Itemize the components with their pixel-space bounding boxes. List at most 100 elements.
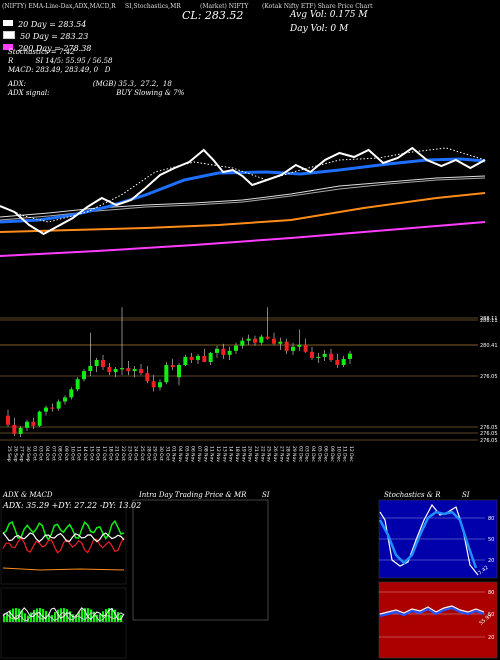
ma100-line [0,192,486,233]
macd-histogram-bar [57,609,60,622]
macd-histogram-bar [105,609,108,622]
candle-body [126,368,131,372]
price-level-label: 276.05 [480,438,498,444]
date-label: 30 Oct [158,446,164,461]
legend-macd: MACD: 283.49, 283.49, 0 D [8,66,111,74]
date-label: 25 Nov [266,446,272,462]
stoch-panel [378,499,498,579]
date-label: 12 Dec [348,446,354,462]
rsi-value-label: 55.95 [478,613,493,627]
date-label: 05 Dec [316,446,322,462]
date-label: 19 Nov [240,446,246,462]
legend-swatch-ma20 [3,19,13,26]
date-label: 21 Oct [114,446,120,461]
candle-body [88,366,93,372]
legend-ma20: 20 Day = 283.54 [3,12,86,31]
day-volume-label: Day Vol: 0 M [290,24,349,34]
macd-histogram-bar [54,612,57,622]
candle-body [63,397,67,402]
date-label: 20 Nov [247,446,253,462]
macd-histogram-bar [99,614,102,622]
candle-body [6,415,10,425]
candle-body [113,369,118,373]
date-label: 04 Oct [44,446,50,461]
ema-dotted-line [0,147,486,223]
macd-histogram-bar [75,614,78,622]
macd-histogram-bar [66,609,69,622]
date-label: 11 Oct [76,446,82,461]
candle-body [341,358,346,366]
ma50-line [0,175,486,218]
candle-body [278,341,283,344]
date-label: 02 Dec [297,446,303,462]
header-stoch: SI,Stochastics,MR [125,3,181,10]
macd-histogram-bar [72,614,75,622]
rsi-level-label: 20 [488,635,494,641]
stoch-panel-title: Stochastics & R [384,491,441,499]
date-label: 21 Nov [253,446,259,462]
candle-body [208,352,213,362]
macd-histogram-bar [84,608,87,622]
candle-body [322,353,327,357]
candle-body [291,346,295,351]
price-level-label: 280.41 [480,343,498,349]
macd-histogram-bar [15,608,18,622]
macd-histogram-bar [60,608,63,622]
candle-body [215,348,219,353]
candle-body [107,367,112,373]
candle-body [183,356,188,366]
header-kotak: (Kotak Nifty ETF) Share Price Chart [262,3,373,10]
date-label: 29 Nov [291,446,297,462]
legend-adx: ADX: (MGB) 35.3, 27.2, 18 [8,80,172,88]
date-label: 08 Nov [202,446,208,462]
stoch-level-label: 80 [488,516,494,522]
macd-histogram-bar [63,608,66,622]
date-label: 13 Nov [221,446,227,462]
plus-di-line [2,519,125,542]
avg-volume-label: Avg Vol: 0.175 M [290,10,368,20]
date-label: 23 Oct [126,446,132,461]
candle-body [265,336,270,339]
ma200-line [0,221,486,257]
date-label: 04 Dec [310,446,316,462]
adx-panel [0,498,127,585]
rsi-line [379,605,485,615]
candle-body [158,382,162,388]
date-label: 07 Nov [196,446,202,462]
legend-ma200-text: 200 Day = 278.38 [18,44,92,53]
macd-histogram-bar [78,611,81,622]
intraday-panel-si: SI [262,491,270,499]
macd-histogram-bar [6,612,9,622]
macd-histogram-bar [108,608,111,622]
candle-body [18,427,23,434]
date-label: 01 Nov [171,446,177,462]
price-level-label: 276.05 [480,374,498,380]
date-label: 05 Nov [183,446,189,462]
date-label: 06 Dec [323,446,329,462]
date-label: 31 Oct [164,446,170,461]
close-price-label: CL: 283.52 [182,9,244,22]
candle-body [316,356,321,359]
macd-histogram-bar [9,610,12,622]
macd-histogram-bar [36,608,39,622]
date-label: 09 Oct [63,446,69,461]
minus-di-line [2,537,125,554]
header-ticker: (NIFTY) EMA-Line-Dax,ADX,MACD,R [2,3,116,10]
date-label: 17 Oct [101,446,107,461]
price-chart: 288.11288.11280.41276.05276.05276.05276.… [0,146,498,462]
ma20-line [0,157,486,224]
date-label: 22 Oct [120,446,126,461]
date-label: 24 Oct [133,446,139,461]
candle-body [272,338,276,344]
macd-histogram-bar [93,611,96,622]
price-level-label: 288.11 [480,316,498,322]
stoch-value-label: 7.42 [477,565,489,577]
candle-body [37,411,42,426]
date-label: 16 Oct [95,446,101,461]
macd-histogram-bar [48,613,51,622]
macd-line [2,607,125,621]
legend-ma20-text: 20 Day = 283.54 [18,20,87,29]
macd-histogram-bar [69,611,72,622]
date-label: 25 Sep [6,446,12,462]
candle-body [240,340,245,346]
